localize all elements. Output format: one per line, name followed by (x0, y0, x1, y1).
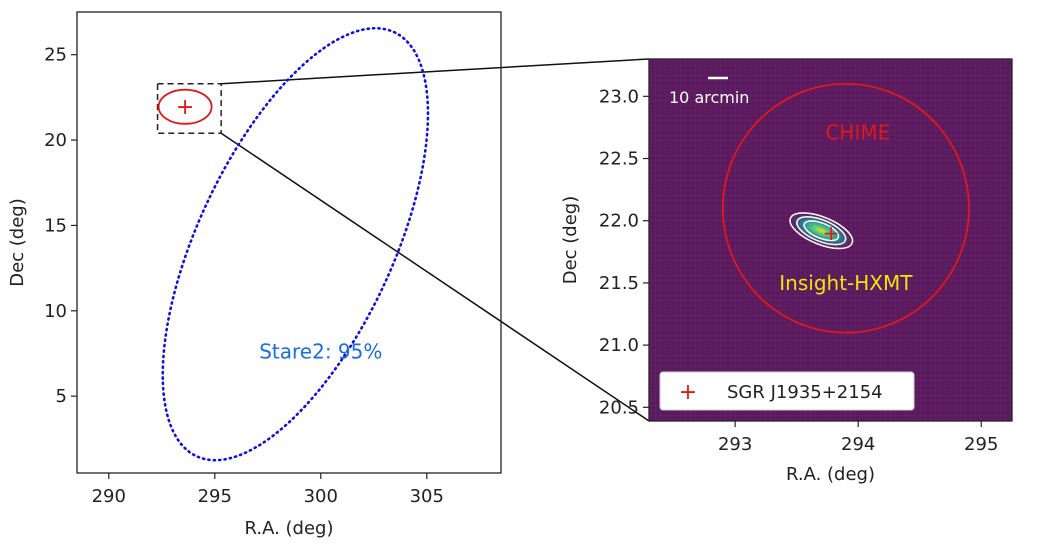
right-ticks: 293 294 295 20.5 21.0 21.5 22.0 22.5 23.0 (599, 86, 998, 455)
hxmt-contour (803, 220, 840, 242)
right-y-tick-label: 22.5 (599, 149, 639, 170)
left-ticks: 290 295 300 305 5 10 15 20 25 (44, 45, 444, 507)
right-plot-frame (648, 58, 1013, 422)
legend-label: SGR J1935+2154 (727, 382, 883, 403)
left-x-tick-label: 290 (92, 486, 126, 507)
left-regions: + (156, 26, 430, 462)
chime-label: CHIME (825, 121, 890, 145)
hxmt-contour (789, 212, 854, 250)
right-y-tick-label: 23.0 (599, 86, 639, 107)
left-plot-frame (76, 11, 502, 474)
sgr-plus-marker-icon: + (823, 221, 840, 245)
right-x-tick-label: 295 (964, 434, 998, 455)
left-x-tick-label: 300 (304, 486, 338, 507)
right-y-tick-label: 20.5 (599, 397, 639, 418)
stare2-95-ellipse (161, 26, 430, 462)
left-y-tick-label: 10 (44, 301, 67, 322)
right-x-tick-label: 294 (841, 434, 875, 455)
left-x-tick-label: 305 (410, 486, 444, 507)
hxmt-contour (796, 216, 847, 246)
left-x-axis-label: R.A. (deg) (245, 518, 334, 539)
legend: + SGR J1935+2154 (659, 371, 915, 411)
left-x-tick-label: 295 (198, 486, 232, 507)
right-chart: + 293 294 295 20.5 21.0 21.5 22.0 22.5 23.0 10 a… (560, 58, 1013, 485)
legend-box (659, 371, 915, 411)
left-chart: + 290 295 300 305 5 10 15 20 25 Stare2: 95% R.A.… (7, 11, 502, 539)
left-y-tick-label: 15 (44, 215, 67, 236)
left-y-axis-label: Dec (deg) (7, 198, 28, 287)
stare2-annotation: Stare2: 95% (259, 340, 382, 364)
insight-hxmt-label: Insight-HXMT (779, 271, 913, 295)
right-y-tick-label: 21.5 (599, 273, 639, 294)
right-y-axis-label: Dec (deg) (560, 196, 581, 285)
heatmap-content: + (721, 82, 970, 334)
sgr-plus-marker-icon: + (176, 95, 194, 120)
zoom-connector-lines (220, 58, 650, 422)
right-x-tick-label: 293 (718, 434, 752, 455)
legend-marker-plus-icon: + (679, 380, 697, 405)
right-y-tick-label: 22.0 (599, 211, 639, 232)
left-y-tick-label: 5 (56, 386, 67, 407)
scale-bar-label: 10 arcmin (669, 88, 749, 107)
connector-line-top (221, 58, 650, 85)
connector-line-bottom (220, 132, 650, 422)
zoom-region-box (156, 82, 222, 134)
chime-region-circle (157, 88, 213, 125)
right-y-tick-label: 21.0 (599, 335, 639, 356)
chime-circle (721, 82, 970, 334)
left-y-tick-label: 25 (44, 45, 67, 66)
right-x-axis-label: R.A. (deg) (786, 464, 875, 485)
left-y-tick-label: 20 (44, 130, 67, 151)
